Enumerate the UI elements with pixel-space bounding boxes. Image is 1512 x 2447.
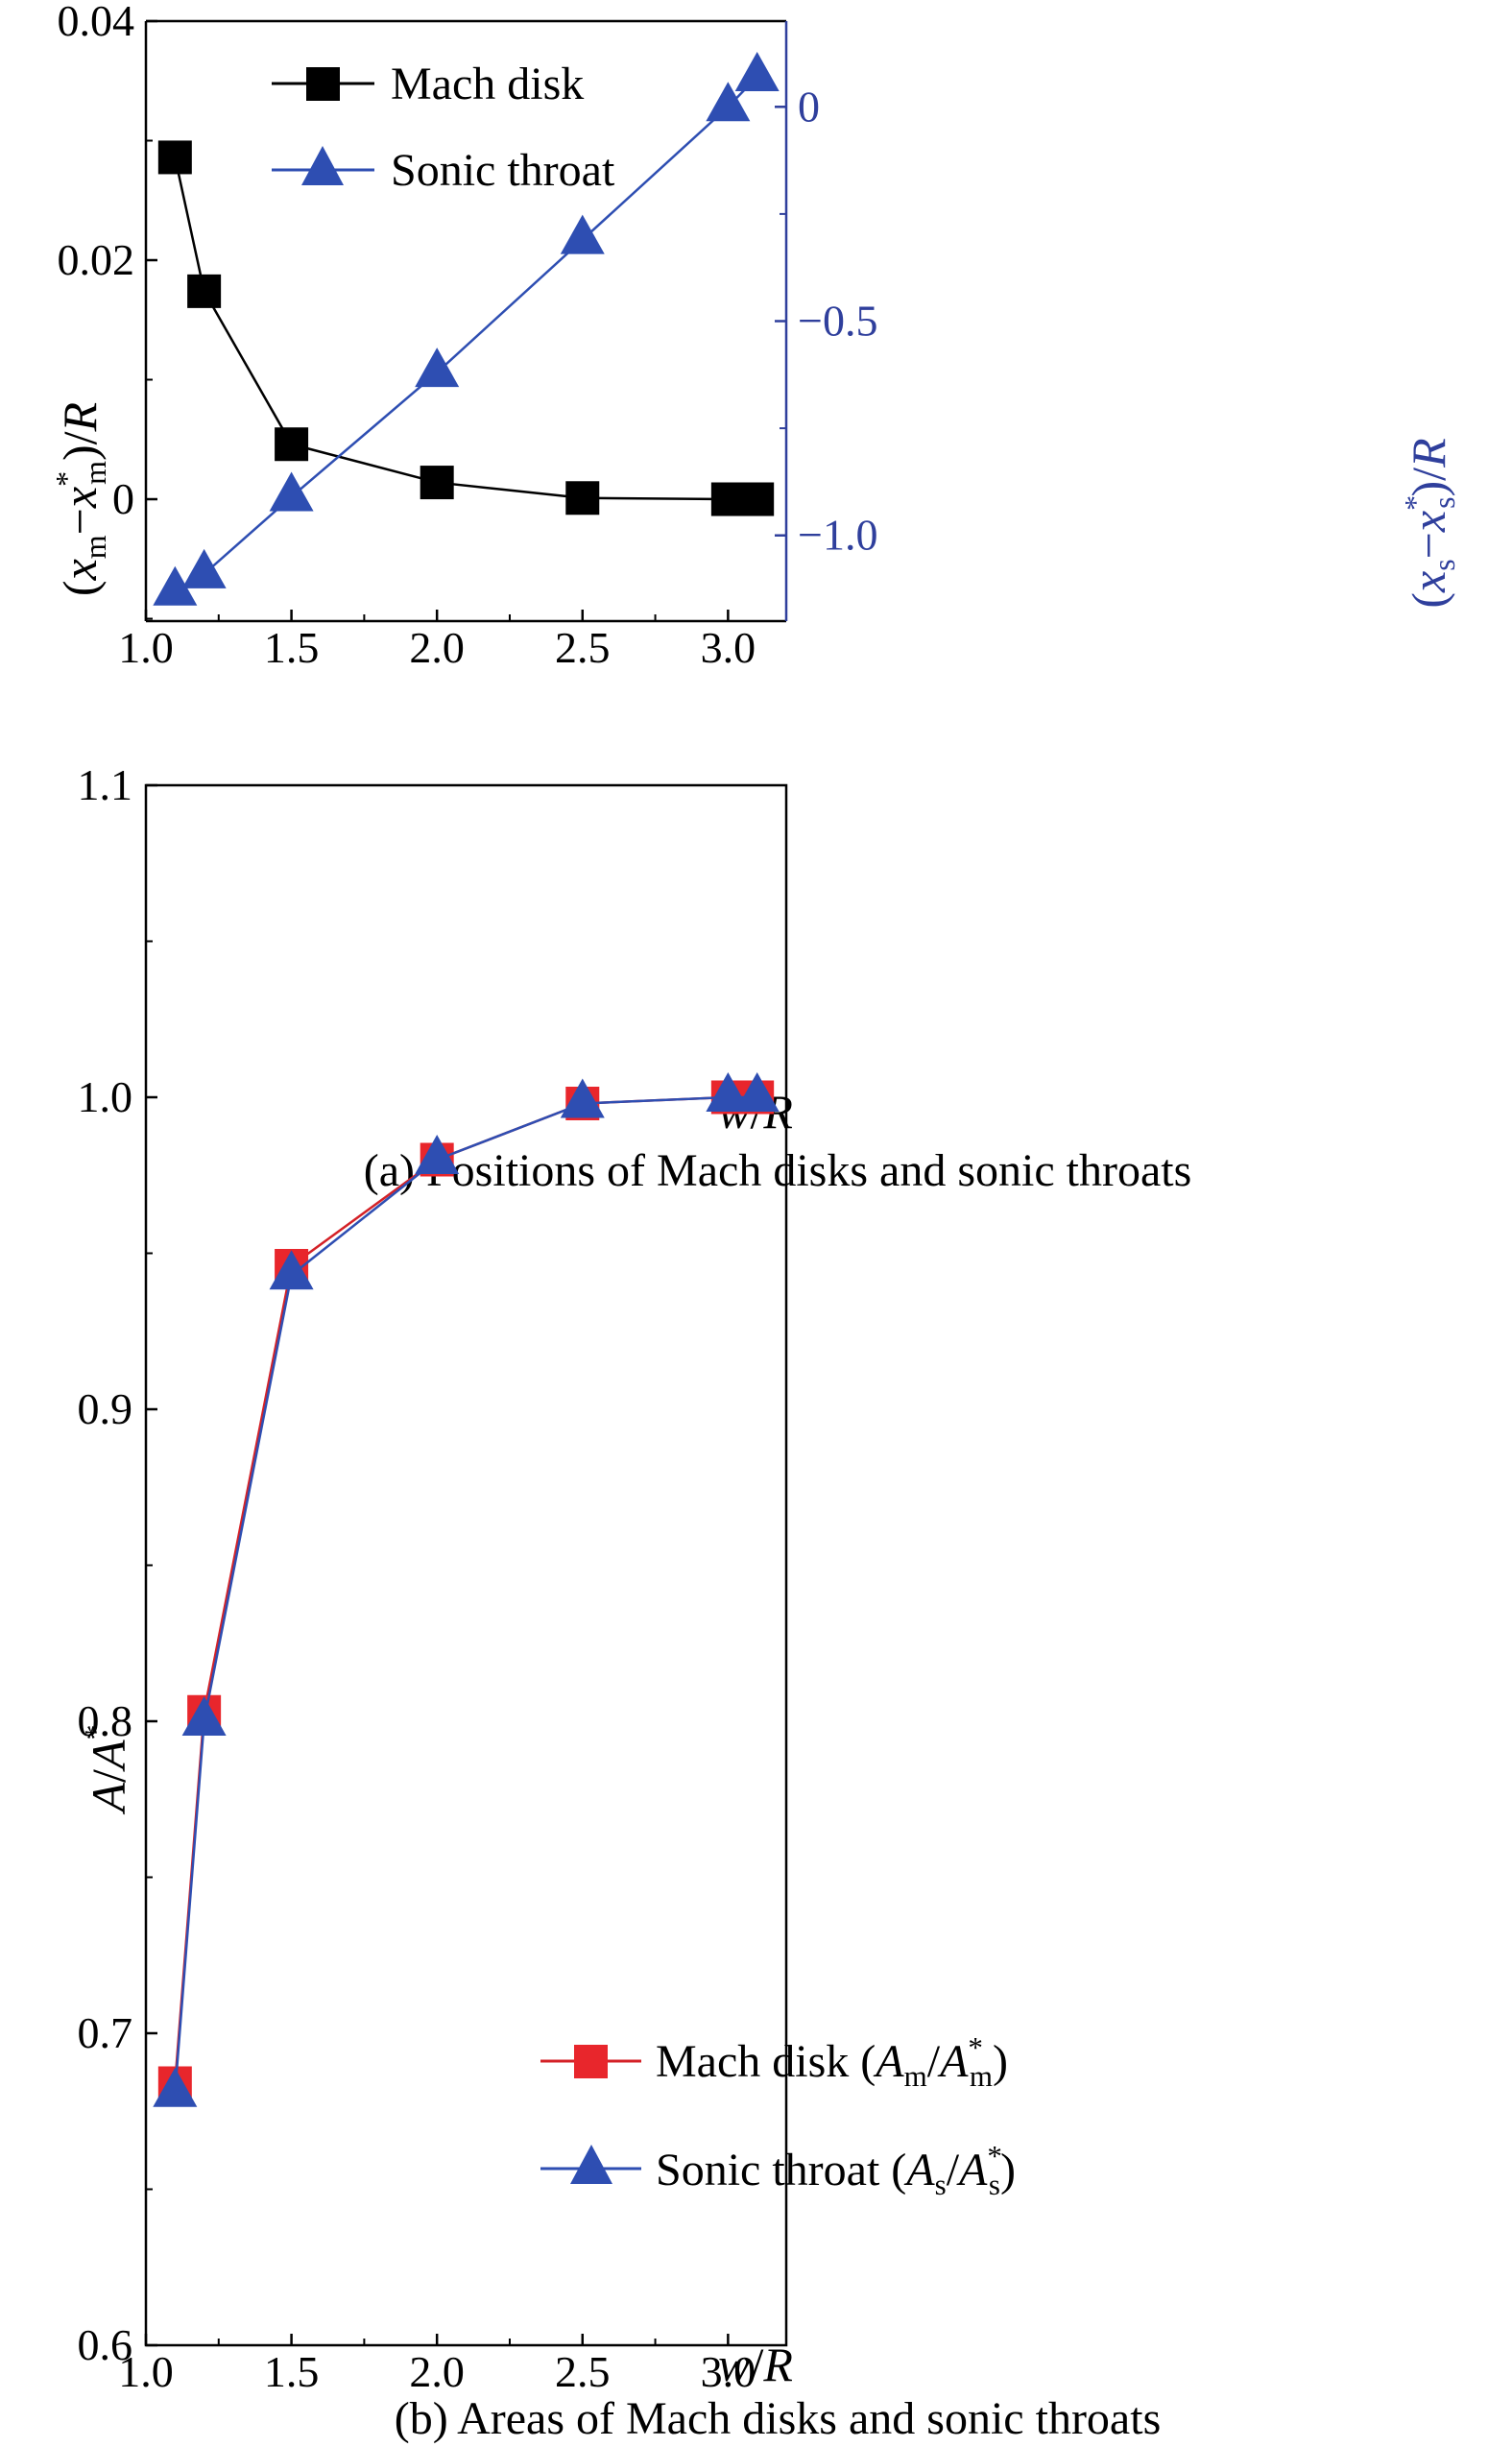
b-ytick-label: 1.0 (78, 1072, 133, 1121)
b-frame (144, 783, 788, 2347)
b-mach-disk-line (174, 1095, 757, 2084)
legend-b-mach-label: Mach disk (Am/A* m) (656, 2030, 1008, 2093)
chart-b-caption: (b) Areas of Mach disks and sonic throat… (395, 2393, 1162, 2444)
b-sonic-throat-point (560, 1078, 605, 1118)
legend-mach-marker (306, 67, 340, 101)
chart-a-ylabel-left: (xm−x*m)/R (49, 402, 112, 596)
chart-b-legend: Mach disk (Am/A* m) Sonic throat (As/A* s) (540, 2030, 1016, 2201)
b-ytick-label: 0.7 (78, 2008, 133, 2057)
b-xtick-label: 1.0 (118, 2347, 174, 2396)
a-mach-disk-point (157, 140, 192, 175)
b-sonic-throat-line (174, 1095, 757, 2093)
chart-b-ylabel: A/A* (78, 1725, 135, 1815)
chart-a-caption: (a) Positions of Mach disks and sonic th… (364, 1145, 1192, 1196)
a-mach-disk-point (420, 466, 454, 500)
b-xtick-label: 3.0 (701, 2347, 756, 2396)
a-sonic-throat-point (181, 548, 227, 588)
a-mach-disk-point (740, 482, 775, 516)
a-sonic-throat-point (560, 214, 605, 254)
b-xtick-label: 2.0 (409, 2347, 465, 2396)
b-ytick-label: 1.1 (78, 760, 133, 809)
chart-b: 1.0 1.5 2.0 2.5 3.0 0.6 0.7 0.8 0.9 1.0 1.1 Mach d… (78, 760, 1162, 2444)
b-sonic-throat-point (706, 1072, 751, 1112)
a-ytick-right-label: −0.5 (798, 297, 877, 346)
b-sonic-throat-point (415, 1135, 460, 1174)
b-sonic-throat-point (181, 1696, 227, 1736)
legend-sonic-marker (301, 146, 344, 185)
a-mach-disk-point (710, 482, 745, 516)
chart-a-ylabel-right: (xs−x*s)/R (1398, 438, 1461, 608)
a-xtick-label: 2.5 (555, 623, 611, 672)
a-ytick-right-label: 0 (798, 82, 820, 131)
chart-a-axes: 1.0 1.5 2.0 2.5 3.0 0 0.02 0.04 0 −0.5 −1.0 (58, 0, 878, 672)
a-ytick-left-label: 0.04 (58, 0, 135, 45)
chart-a-legend: Mach disk Sonic throat (272, 59, 615, 196)
a-xtick-label: 3.0 (701, 623, 756, 672)
a-sonic-throat-point (734, 52, 780, 92)
a-mach-disk-point (565, 481, 600, 516)
a-sonic-throat-point (415, 348, 460, 388)
a-sonic-throat-point (269, 471, 314, 512)
chart-a: 1.0 1.5 2.0 2.5 3.0 0 0.02 0.04 0 −0.5 −1.0 Mach d… (49, 0, 1461, 1196)
a-ytick-left-label: 0.02 (58, 235, 135, 284)
legend-sonic-label: Sonic throat (391, 145, 615, 196)
chart-b-xlabel: w/R (718, 2338, 793, 2391)
chart-b-axes: 1.0 1.5 2.0 2.5 3.0 0.6 0.7 0.8 0.9 1.0 1.1 (78, 760, 788, 2396)
b-ytick-label: 0.9 (78, 1384, 133, 1433)
legend-mach-label: Mach disk (391, 59, 584, 109)
legend-b-mach-marker (574, 2045, 608, 2078)
legend-b-sonic-label: Sonic throat (As/A* s) (656, 2139, 1016, 2201)
a-mach-disk-point (275, 427, 309, 462)
b-ytick-label: 0.6 (78, 2320, 133, 2369)
b-sonic-throat-point (269, 1250, 314, 1290)
legend-b-sonic-marker (570, 2145, 612, 2184)
b-sonic-throat-point (734, 1072, 780, 1112)
a-xtick-label: 1.5 (264, 623, 320, 672)
b-sonic-throat-point (153, 2067, 198, 2107)
a-mach-disk-line (174, 156, 757, 501)
b-xtick-label: 1.5 (264, 2347, 320, 2396)
b-ytick-label: 0.8 (78, 1696, 133, 1745)
a-xtick-label: 1.0 (118, 623, 174, 672)
a-mach-disk-point (187, 274, 222, 308)
chart-b-series (153, 1072, 780, 2107)
a-sonic-throat-point (706, 82, 751, 122)
a-ytick-right-label: −1.0 (798, 511, 877, 560)
a-sonic-throat-point (153, 565, 198, 606)
a-ytick-left-label: 0 (112, 474, 134, 523)
chart-a-series (153, 52, 780, 606)
a-xtick-label: 2.0 (409, 623, 465, 672)
b-xtick-label: 2.5 (555, 2347, 611, 2396)
